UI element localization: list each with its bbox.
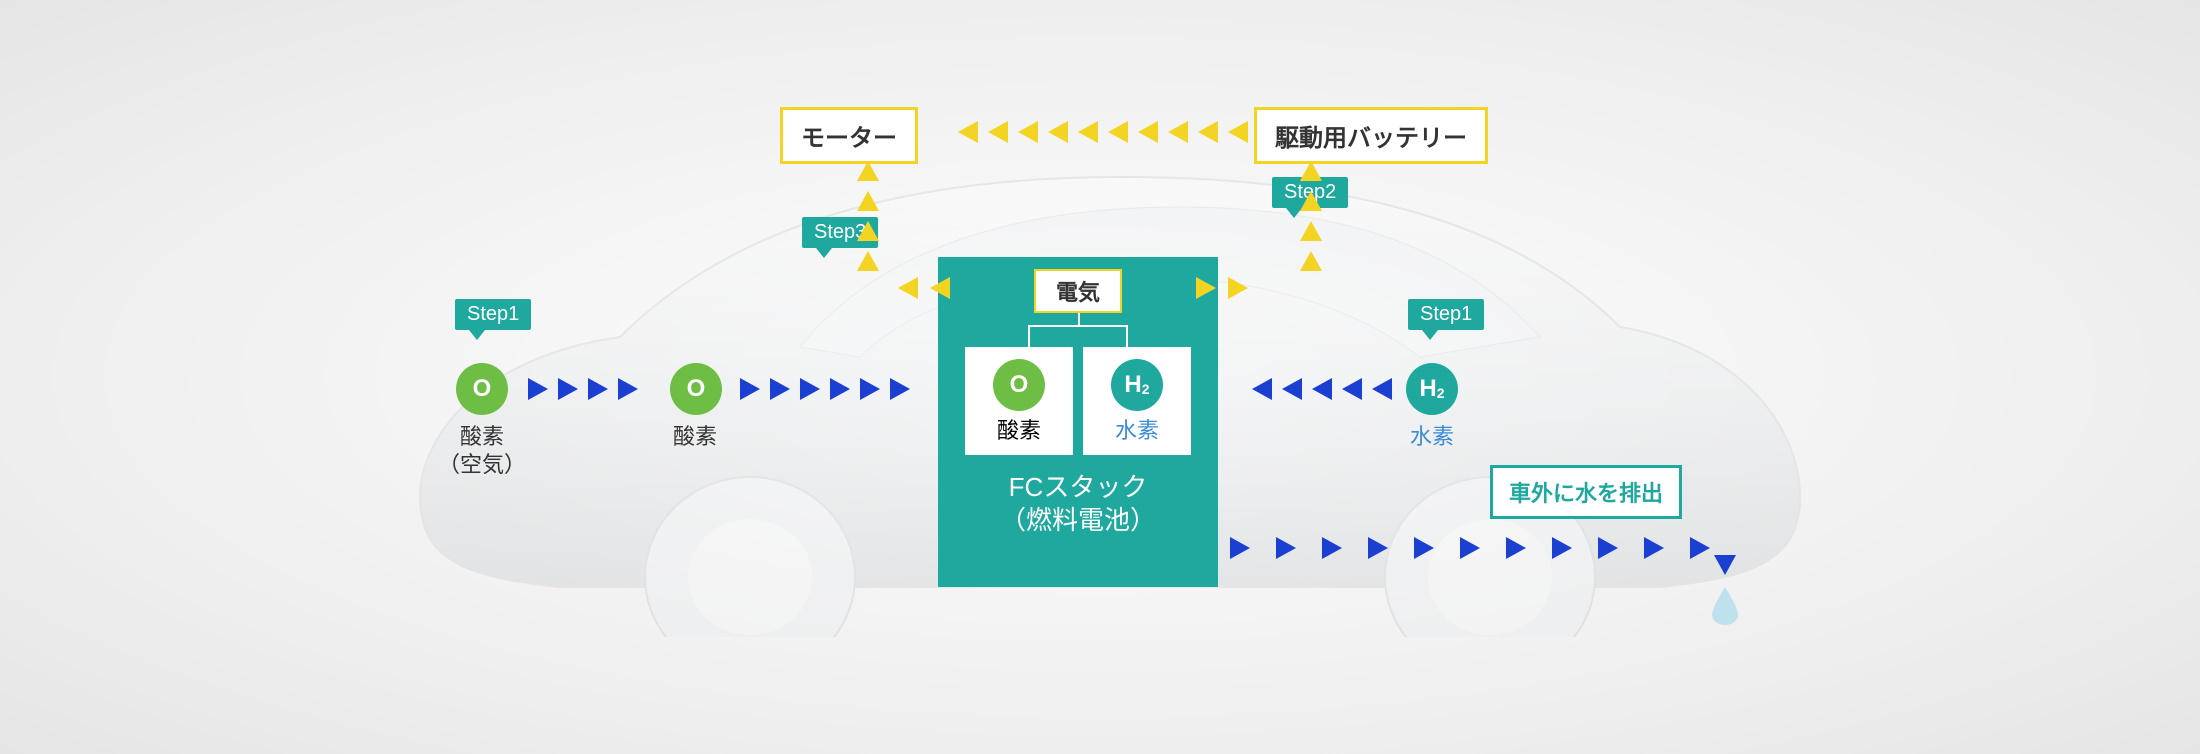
diagram-stage: モーター 駆動用バッテリー Step1 Step3 Step2 Step1 O …	[300, 77, 1900, 677]
oxygen-circle-2: O	[670, 363, 722, 415]
step1-tag-left: Step1	[455, 299, 531, 330]
arrow-water-exhaust	[1598, 537, 1618, 559]
arrow-oxygen-to-stack	[830, 378, 850, 400]
arrow-battery-to-motor	[1138, 121, 1158, 143]
arrow-elec-up-to-motor	[857, 161, 879, 181]
oxygen-symbol-1: O	[473, 375, 492, 403]
arrow-water-exhaust	[1690, 537, 1710, 559]
arrow-oxygen-to-stack	[740, 378, 760, 400]
arrow-elec-right	[1196, 277, 1216, 299]
fc-hydrogen-circle: H2	[1111, 359, 1163, 411]
oxygen-caption-1: 酸素（空気）	[432, 423, 532, 478]
arrow-oxygen-to-stack	[800, 378, 820, 400]
arrow-oxygen-to-stack	[890, 378, 910, 400]
fc-hydrogen-symbol: H	[1124, 371, 1141, 399]
arrow-elec-up-to-battery	[1300, 221, 1322, 241]
exhaust-label: 車外に水を排出	[1509, 481, 1663, 506]
arrow-elec-left	[930, 277, 950, 299]
hydrogen-sub-right: 2	[1437, 385, 1445, 401]
arrow-water-exhaust	[1644, 537, 1664, 559]
fc-oxygen-circle: O	[993, 359, 1045, 411]
motor-box: モーター	[780, 107, 918, 164]
step1-right-label: Step1	[1420, 303, 1472, 325]
arrow-oxygen-in	[618, 378, 638, 400]
fc-stack-title: FCスタック（燃料電池）	[938, 471, 1218, 539]
arrow-water-exhaust	[1368, 537, 1388, 559]
fc-oxygen-symbol: O	[1010, 371, 1029, 399]
arrow-oxygen-in	[528, 378, 548, 400]
arrow-elec-right	[1228, 277, 1248, 299]
oxygen-caption-2: 酸素	[650, 423, 740, 451]
fc-electricity-label: 電気	[1034, 269, 1122, 313]
arrow-battery-to-motor	[1168, 121, 1188, 143]
arrow-oxygen-in	[588, 378, 608, 400]
arrow-water-exhaust	[1506, 537, 1526, 559]
arrow-water-exhaust	[1414, 537, 1434, 559]
water-droplet-icon	[1710, 585, 1740, 625]
arrow-elec-up-to-battery	[1300, 191, 1322, 211]
arrow-water-exhaust	[1322, 537, 1342, 559]
fc-oxygen-label: 酸素	[997, 417, 1041, 445]
arrow-elec-up-to-battery	[1300, 161, 1322, 181]
hydrogen-symbol-right: H	[1419, 375, 1436, 403]
step1-tag-right: Step1	[1408, 299, 1484, 330]
arrow-battery-to-motor	[1228, 121, 1248, 143]
arrow-elec-up-to-motor	[857, 251, 879, 271]
fc-hydrogen-label-text: 水素	[1115, 418, 1159, 443]
fc-hydrogen-sub: 2	[1142, 381, 1150, 397]
exhaust-box: 車外に水を排出	[1490, 465, 1682, 519]
arrow-hydrogen-to-stack	[1252, 378, 1272, 400]
step1-left-label: Step1	[467, 303, 519, 325]
hydrogen-caption-right: 水素	[1392, 423, 1472, 451]
arrow-water-exhaust	[1276, 537, 1296, 559]
arrow-water-exhaust	[1460, 537, 1480, 559]
oxygen-circle-1: O	[456, 363, 508, 415]
arrow-elec-left	[898, 277, 918, 299]
arrow-elec-up-to-battery	[1300, 251, 1322, 271]
fc-stack-box: 電気 O 酸素 H2 水素 FCスタック（燃料電	[938, 257, 1218, 587]
arrow-elec-up-to-motor	[857, 191, 879, 211]
arrow-hydrogen-to-stack	[1342, 378, 1362, 400]
hydrogen-circle-right: H2	[1406, 363, 1458, 415]
fc-tree-connector	[978, 313, 1178, 347]
arrow-hydrogen-to-stack	[1372, 378, 1392, 400]
hydrogen-label-right: 水素	[1410, 424, 1454, 449]
arrow-hydrogen-to-stack	[1282, 378, 1302, 400]
arrow-water-exhaust	[1230, 537, 1250, 559]
arrow-battery-to-motor	[988, 121, 1008, 143]
fc-cell-hydrogen: H2 水素	[1083, 347, 1191, 455]
arrow-battery-to-motor	[1018, 121, 1038, 143]
fc-elec-text: 電気	[1056, 280, 1100, 305]
arrow-oxygen-to-stack	[860, 378, 880, 400]
arrow-battery-to-motor	[1198, 121, 1218, 143]
fc-hydrogen-label: 水素	[1115, 417, 1159, 445]
fc-cell-oxygen: O 酸素	[965, 347, 1073, 455]
oxygen-symbol-2: O	[687, 375, 706, 403]
arrow-battery-to-motor	[1108, 121, 1128, 143]
arrow-battery-to-motor	[958, 121, 978, 143]
fc-oxygen-label-text: 酸素	[997, 418, 1041, 443]
arrow-battery-to-motor	[1078, 121, 1098, 143]
arrow-battery-to-motor	[1048, 121, 1068, 143]
oxygen-label-2: 酸素	[673, 424, 717, 449]
motor-label: モーター	[801, 125, 897, 152]
arrow-water-down	[1714, 555, 1736, 575]
arrow-oxygen-to-stack	[770, 378, 790, 400]
arrow-water-exhaust	[1552, 537, 1572, 559]
battery-label: 駆動用バッテリー	[1275, 125, 1467, 152]
arrow-hydrogen-to-stack	[1312, 378, 1332, 400]
arrow-oxygen-in	[558, 378, 578, 400]
battery-box: 駆動用バッテリー	[1254, 107, 1488, 164]
arrow-elec-up-to-motor	[857, 221, 879, 241]
